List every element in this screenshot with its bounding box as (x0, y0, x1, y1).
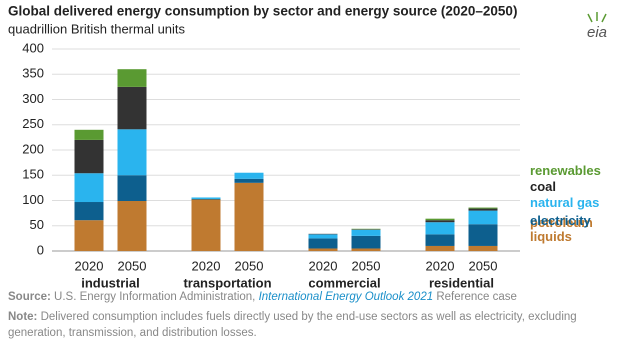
x-tick-label: 2050 (118, 258, 147, 273)
bar-segment (234, 178, 264, 183)
bar-segment (191, 199, 221, 251)
x-tick-label: 2020 (309, 258, 338, 273)
note: Note: Delivered consumption includes fue… (8, 309, 633, 341)
bar-segment (351, 229, 381, 236)
bar-segment (351, 235, 381, 249)
y-tick-label: 100 (22, 192, 44, 207)
bar-segment (234, 172, 264, 179)
y-tick-label: 400 (22, 40, 44, 55)
bar-segment (117, 175, 147, 202)
y-tick-label: 200 (22, 141, 44, 156)
legend-entry: petroleum liquids (530, 215, 593, 244)
bar-segment (308, 234, 338, 239)
bar-segment (117, 86, 147, 130)
logo: eia (587, 24, 607, 41)
y-tick-label: 150 (22, 167, 44, 182)
group-label: commercial (308, 275, 380, 290)
bar-segment (468, 245, 498, 251)
x-tick-label: 2020 (426, 258, 455, 273)
group-label: transportation (183, 275, 271, 290)
x-tick-label: 2020 (192, 258, 221, 273)
x-tick-label: 2050 (235, 258, 264, 273)
y-tick-label: 350 (22, 66, 44, 81)
source-text: U.S. Energy Information Administration, (54, 291, 256, 303)
bar-segment (351, 229, 381, 230)
chart-subtitle: quadrillion British thermal units (8, 21, 186, 36)
bar-segment (74, 139, 104, 174)
bar-segment (74, 173, 104, 203)
x-tick-label: 2050 (469, 258, 498, 273)
bar-segment (74, 220, 104, 251)
y-tick-label: 250 (22, 116, 44, 131)
x-tick-label: 2050 (352, 258, 381, 273)
bar-segment (308, 248, 338, 251)
group-label: residential (429, 275, 494, 290)
bar-segment (74, 129, 104, 140)
source-link: International Energy Outlook 2021 (258, 291, 434, 303)
bar-segment (191, 198, 221, 200)
bar-segment (468, 208, 498, 211)
bar-segment (425, 245, 455, 251)
legend-entry: renewables (530, 163, 601, 178)
source-tail: Reference case (436, 291, 517, 303)
bar-segment (308, 238, 338, 249)
legend-entry: natural gas (530, 195, 600, 210)
bar-segment (425, 234, 455, 246)
bar-segment (468, 207, 498, 209)
source: Source: U.S. Energy Information Administ… (8, 289, 633, 305)
bar-segment (468, 210, 498, 225)
bar-segment (425, 218, 455, 221)
logo-rays (587, 12, 607, 23)
bar-segment (308, 233, 338, 235)
bar-segment (74, 202, 104, 221)
note-label: Note: (8, 311, 38, 323)
bar-segment (425, 222, 455, 235)
legend-entry: coal (530, 179, 557, 194)
bar-segment (117, 69, 147, 87)
legend-entry: electricity (530, 213, 591, 228)
bar-segment (117, 201, 147, 251)
bar-segment (468, 224, 498, 246)
note-text: Delivered consumption includes fuels dir… (8, 311, 577, 339)
bar-segment (425, 220, 455, 223)
bar-segment (351, 248, 381, 251)
bar-segment (234, 182, 264, 251)
y-tick-label: 50 (30, 217, 44, 232)
chart-title: Global delivered energy consumption by s… (8, 4, 517, 19)
group-label: industrial (81, 275, 140, 290)
x-tick-label: 2020 (75, 258, 104, 273)
y-tick-label: 300 (22, 91, 44, 106)
bar-segment (117, 129, 147, 176)
bar-segment (351, 228, 381, 230)
bar-segment (191, 197, 221, 199)
y-tick-label: 0 (37, 242, 44, 257)
source-label: Source: (8, 291, 51, 303)
